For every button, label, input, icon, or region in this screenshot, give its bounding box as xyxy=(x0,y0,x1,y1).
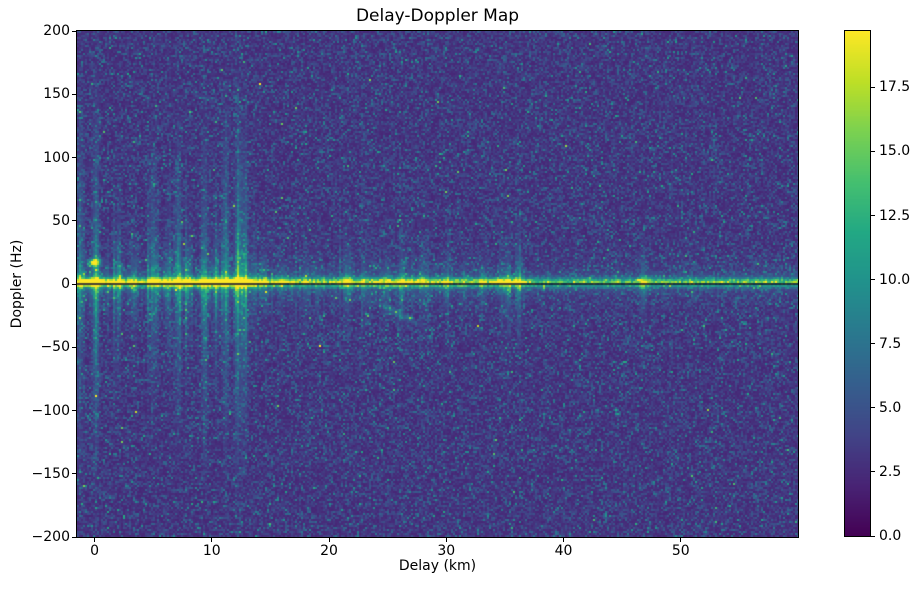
y-tick-label: 100 xyxy=(43,149,70,166)
colorbar-tick-label: 17.5 xyxy=(879,79,911,96)
y-tick-mark xyxy=(72,283,76,285)
y-tick-label: 50 xyxy=(52,212,70,229)
y-axis-label: Doppler (Hz) xyxy=(9,239,25,329)
colorbar-tick-mark xyxy=(871,150,875,152)
colorbar-tick-mark xyxy=(871,86,875,88)
colorbar-tick-mark xyxy=(871,279,875,281)
colorbar-canvas xyxy=(844,30,871,537)
x-tick-mark xyxy=(328,538,330,542)
chart-title: Delay-Doppler Map xyxy=(355,6,520,26)
heatmap-canvas xyxy=(76,30,799,538)
colorbar-tick-label: 15.0 xyxy=(879,143,911,160)
y-tick-label: −150 xyxy=(31,465,70,482)
colorbar-tick-mark xyxy=(871,407,875,409)
x-tick-mark xyxy=(680,538,682,542)
colorbar-tick-label: 10.0 xyxy=(879,271,911,288)
y-tick-label: 0 xyxy=(61,276,70,292)
colorbar-tick-mark xyxy=(871,471,875,473)
x-tick-label: 30 xyxy=(437,543,456,559)
x-tick-mark xyxy=(445,538,447,542)
y-tick-label: 150 xyxy=(43,86,70,103)
y-tick-mark xyxy=(72,410,76,411)
y-tick-mark xyxy=(72,536,76,538)
y-tick-mark xyxy=(72,93,76,95)
y-tick-mark xyxy=(72,346,76,348)
x-tick-label: 40 xyxy=(554,543,573,559)
y-tick-mark xyxy=(72,220,76,222)
colorbar-tick-mark xyxy=(871,535,875,537)
x-axis-label: Delay (km) xyxy=(398,558,477,574)
colorbar-tick-label: 7.5 xyxy=(879,335,902,352)
y-tick-mark xyxy=(72,473,76,475)
y-tick-label: 200 xyxy=(43,23,70,39)
x-tick-mark xyxy=(563,538,565,542)
y-tick-label: −100 xyxy=(31,402,70,419)
x-tick-label: 50 xyxy=(671,543,690,559)
y-tick-label: −200 xyxy=(31,529,70,545)
colorbar-tick-mark xyxy=(871,343,875,345)
x-tick-label: 20 xyxy=(320,543,338,559)
y-tick-label: −50 xyxy=(40,339,70,356)
x-tick-label: 0 xyxy=(90,543,100,559)
x-tick-label: 10 xyxy=(202,543,221,559)
x-tick-mark xyxy=(211,538,213,542)
x-tick-mark xyxy=(94,538,96,542)
colorbar-tick-label: 0.0 xyxy=(879,528,902,544)
y-tick-mark xyxy=(72,30,76,32)
colorbar-tick-label: 12.5 xyxy=(879,207,911,224)
colorbar-tick-label: 5.0 xyxy=(879,399,902,416)
y-tick-mark xyxy=(72,157,76,158)
colorbar-tick-mark xyxy=(871,215,875,217)
colorbar-tick-label: 2.5 xyxy=(879,463,902,480)
